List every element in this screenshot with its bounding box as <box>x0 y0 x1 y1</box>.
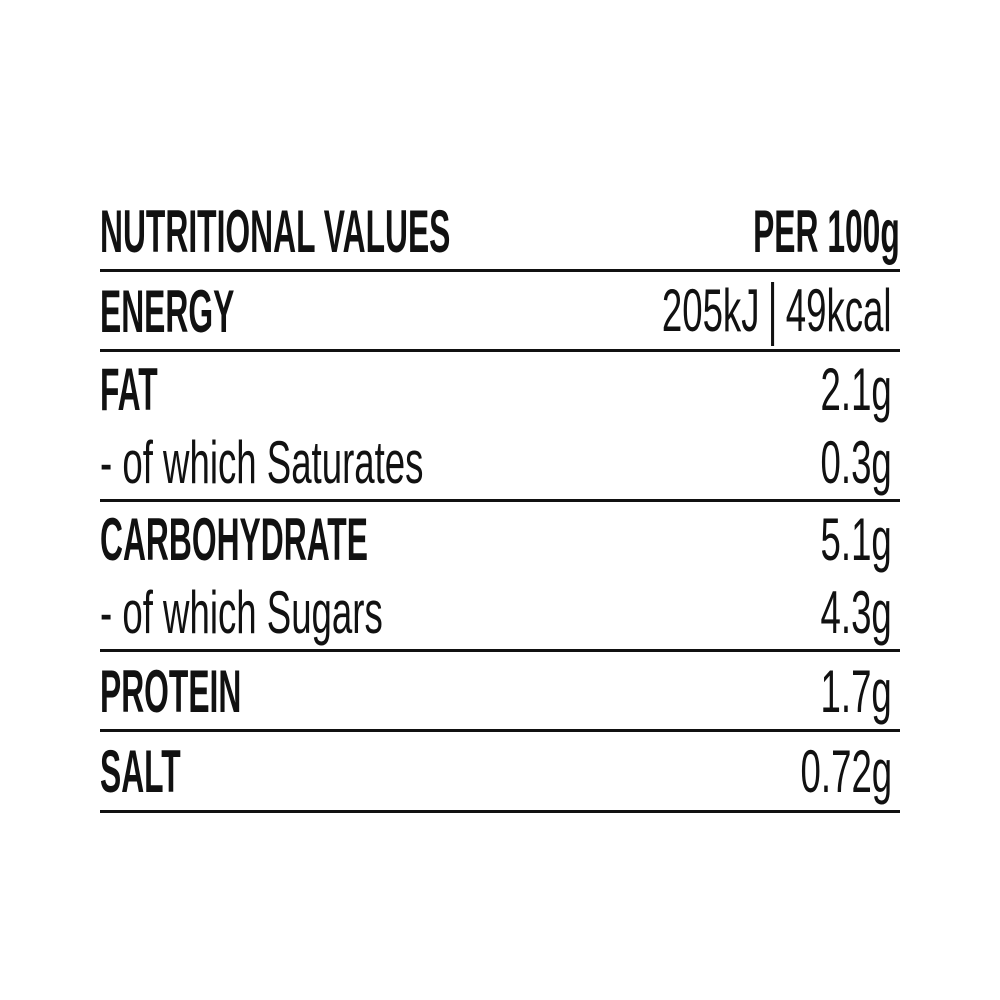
carbohydrate-value: 5.1g <box>820 505 892 573</box>
sugars-label: - of which Sugars <box>100 579 383 647</box>
energy-value: 205kJ 49kcal <box>662 276 892 346</box>
salt-label: SALT <box>100 738 181 805</box>
energy-kj-value: 205kJ <box>662 276 760 344</box>
carbohydrate-section: CARBOHYDRATE 5.1g - of which Sugars 4.3g <box>100 502 900 652</box>
sugars-value: 4.3g <box>820 579 892 647</box>
protein-row: PROTEIN 1.7g <box>100 652 900 732</box>
fat-section: FAT 2.1g - of which Saturates 0.3g <box>100 352 900 502</box>
sugars-row: - of which Sugars 4.3g <box>100 576 900 650</box>
table-title: NUTRITIONAL VALUES <box>100 197 451 265</box>
saturates-value: 0.3g <box>820 429 892 497</box>
salt-row: SALT 0.72g <box>100 732 900 813</box>
saturates-label: - of which Saturates <box>100 429 424 497</box>
per-100g-column-header: PER 100g <box>753 197 900 265</box>
protein-value: 1.7g <box>820 657 892 725</box>
fat-label: FAT <box>100 355 158 423</box>
nutrition-table: NUTRITIONAL VALUES PER 100g ENERGY 205kJ… <box>100 200 900 813</box>
energy-label: ENERGY <box>100 277 235 345</box>
protein-label: PROTEIN <box>100 657 242 725</box>
salt-value: 0.72g <box>800 738 892 805</box>
saturates-row: - of which Saturates 0.3g <box>100 426 900 500</box>
table-header-row: NUTRITIONAL VALUES PER 100g <box>100 200 900 272</box>
energy-unit-divider-bar <box>771 281 775 346</box>
carbohydrate-row: CARBOHYDRATE 5.1g <box>100 502 900 576</box>
carbohydrate-label: CARBOHYDRATE <box>100 505 368 573</box>
fat-row: FAT 2.1g <box>100 352 900 426</box>
energy-row: ENERGY 205kJ 49kcal <box>100 272 900 352</box>
energy-kcal-value: 49kcal <box>786 276 892 344</box>
fat-value: 2.1g <box>820 355 892 423</box>
